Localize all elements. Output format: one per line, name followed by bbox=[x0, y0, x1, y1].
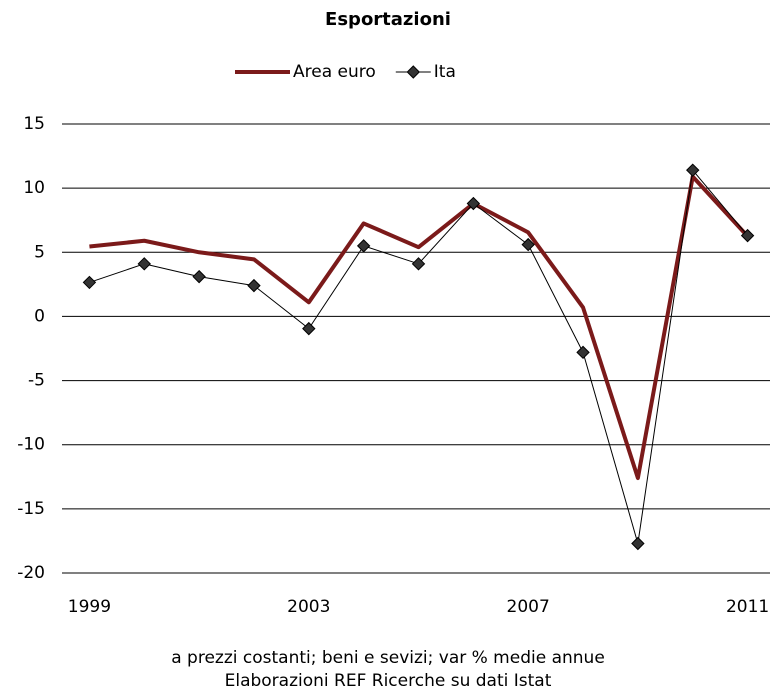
note: a prezzi costanti; beni e sevizi; var % … bbox=[171, 648, 605, 668]
y-tick-label: -10 bbox=[17, 435, 45, 455]
marker bbox=[247, 278, 261, 293]
y-tick-label: -20 bbox=[17, 563, 45, 583]
series-line bbox=[89, 174, 750, 481]
x-tick-label: 2007 bbox=[507, 597, 550, 617]
y-tick-label: -15 bbox=[17, 499, 45, 519]
y-tick-label: -5 bbox=[28, 371, 45, 391]
marker bbox=[137, 257, 151, 271]
marker bbox=[356, 239, 371, 253]
marker bbox=[740, 228, 755, 243]
marker bbox=[411, 257, 426, 271]
y-tick-label: 5 bbox=[34, 242, 45, 262]
y-tick-label: 10 bbox=[23, 178, 45, 198]
marker bbox=[686, 163, 700, 177]
legend-marker bbox=[406, 65, 420, 79]
y-tick-label: 0 bbox=[34, 306, 45, 326]
y-tick-label: 15 bbox=[23, 114, 45, 134]
legend-label: Ita bbox=[434, 62, 456, 82]
marker bbox=[192, 269, 206, 284]
marker bbox=[82, 275, 97, 290]
marker bbox=[576, 345, 590, 360]
x-tick-label: 2003 bbox=[287, 597, 330, 617]
x-tick-label: 2011 bbox=[726, 597, 769, 617]
marker bbox=[631, 536, 645, 551]
series-line bbox=[89, 169, 748, 544]
note: Elaborazioni REF Ricerche su dati Istat bbox=[225, 671, 552, 689]
chart-title: Esportazioni bbox=[325, 9, 451, 30]
marker bbox=[521, 237, 535, 252]
marker bbox=[302, 321, 316, 336]
marker bbox=[466, 196, 481, 211]
x-tick-label: 1999 bbox=[68, 597, 111, 617]
legend-label: Area euro bbox=[293, 62, 376, 82]
